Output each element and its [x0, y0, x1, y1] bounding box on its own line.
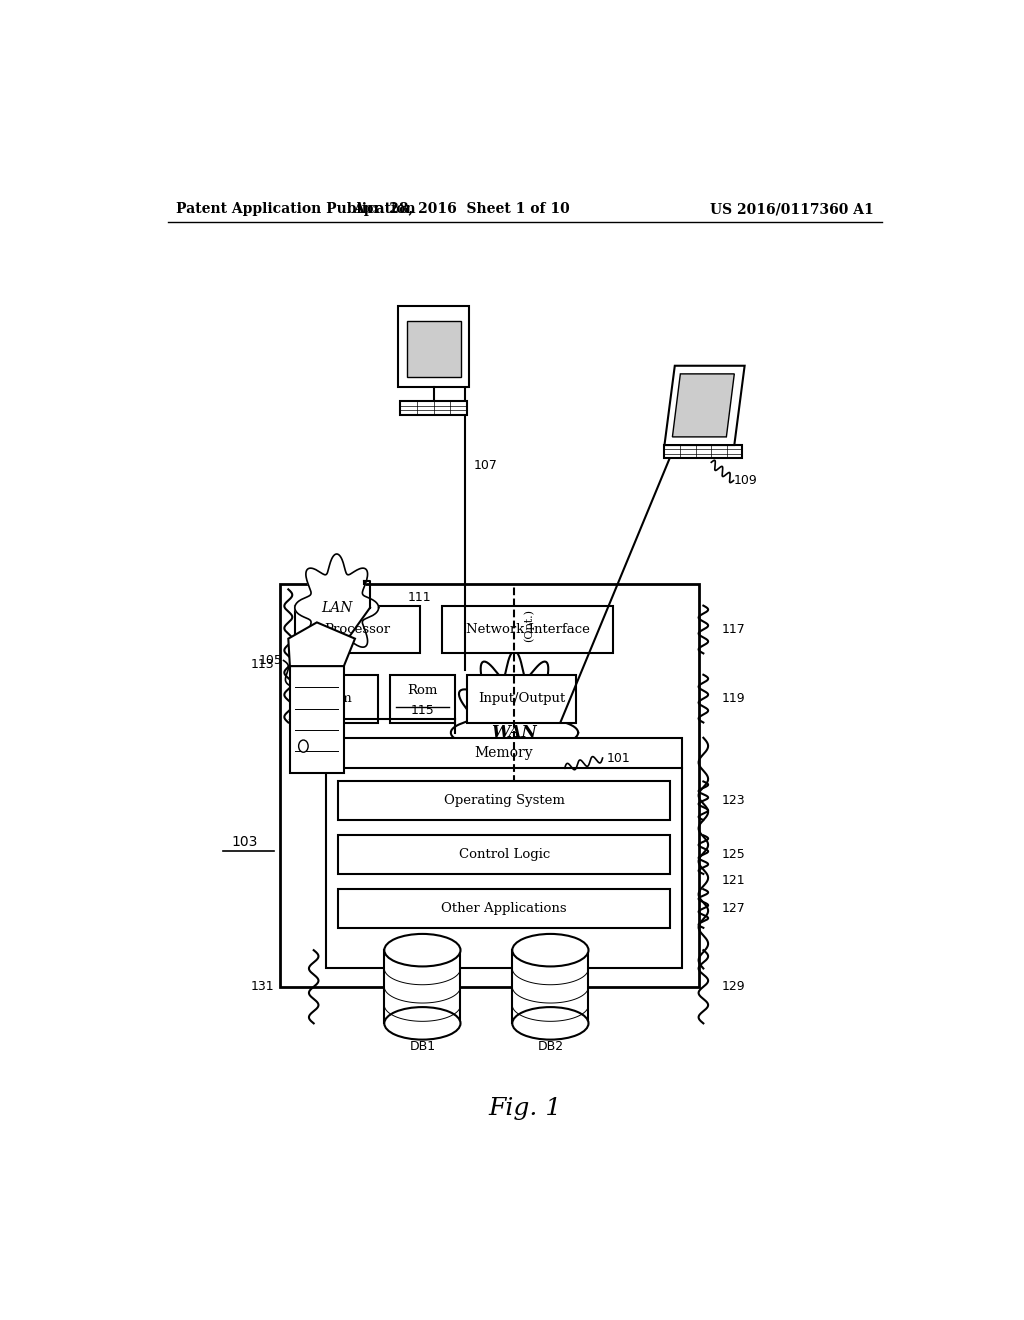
FancyBboxPatch shape	[512, 950, 589, 1023]
Text: 127: 127	[722, 902, 745, 915]
Text: Apr. 28, 2016  Sheet 1 of 10: Apr. 28, 2016 Sheet 1 of 10	[353, 202, 569, 216]
Text: 103: 103	[231, 834, 258, 849]
Text: Control Logic: Control Logic	[459, 849, 550, 861]
Text: Input/Output: Input/Output	[478, 692, 565, 705]
Text: Patent Application Publication: Patent Application Publication	[176, 202, 416, 216]
Text: WAN: WAN	[492, 725, 538, 741]
Polygon shape	[295, 554, 379, 661]
FancyBboxPatch shape	[442, 606, 613, 653]
Text: DB1: DB1	[410, 1040, 435, 1052]
FancyBboxPatch shape	[665, 445, 742, 458]
Text: 113: 113	[251, 657, 274, 671]
FancyBboxPatch shape	[281, 585, 699, 987]
FancyBboxPatch shape	[338, 836, 670, 874]
FancyBboxPatch shape	[338, 890, 670, 928]
Polygon shape	[289, 623, 355, 667]
Text: Ram: Ram	[321, 692, 351, 705]
Ellipse shape	[384, 1007, 461, 1040]
FancyBboxPatch shape	[467, 675, 577, 722]
FancyBboxPatch shape	[407, 321, 461, 378]
Text: 129: 129	[722, 981, 745, 993]
FancyBboxPatch shape	[384, 950, 461, 1023]
FancyBboxPatch shape	[295, 675, 378, 722]
Text: 105: 105	[259, 653, 283, 667]
Ellipse shape	[512, 935, 589, 966]
Ellipse shape	[384, 935, 461, 966]
Polygon shape	[665, 366, 744, 445]
Text: 131: 131	[251, 981, 274, 993]
FancyBboxPatch shape	[397, 306, 469, 387]
FancyBboxPatch shape	[338, 781, 670, 820]
FancyBboxPatch shape	[290, 667, 344, 772]
Text: 115: 115	[411, 704, 434, 717]
Polygon shape	[451, 651, 579, 814]
Polygon shape	[673, 374, 734, 437]
Text: Network Interface: Network Interface	[466, 623, 590, 636]
Text: DB2: DB2	[538, 1040, 563, 1052]
Ellipse shape	[512, 1007, 589, 1040]
Text: 117: 117	[722, 623, 745, 636]
FancyBboxPatch shape	[390, 675, 455, 722]
Circle shape	[299, 741, 308, 752]
Text: (Opt.): (Opt.)	[523, 610, 534, 643]
Text: 111: 111	[409, 591, 432, 605]
Text: Fig. 1: Fig. 1	[488, 1097, 561, 1121]
Text: Operating System: Operating System	[443, 795, 564, 808]
Text: Processor: Processor	[325, 623, 390, 636]
FancyBboxPatch shape	[327, 738, 682, 969]
Text: Memory: Memory	[475, 746, 534, 760]
Text: 107: 107	[473, 459, 497, 471]
Text: 125: 125	[722, 849, 745, 861]
Text: US 2016/0117360 A1: US 2016/0117360 A1	[711, 202, 873, 216]
Text: 121: 121	[722, 874, 745, 887]
FancyBboxPatch shape	[400, 401, 467, 414]
Text: 119: 119	[722, 692, 745, 705]
Text: Rom: Rom	[408, 684, 437, 697]
Text: Other Applications: Other Applications	[441, 902, 567, 915]
Text: LAN: LAN	[322, 601, 352, 615]
Text: 109: 109	[733, 474, 758, 487]
Text: 123: 123	[722, 795, 745, 808]
FancyBboxPatch shape	[295, 606, 420, 653]
Text: 101: 101	[606, 751, 631, 764]
